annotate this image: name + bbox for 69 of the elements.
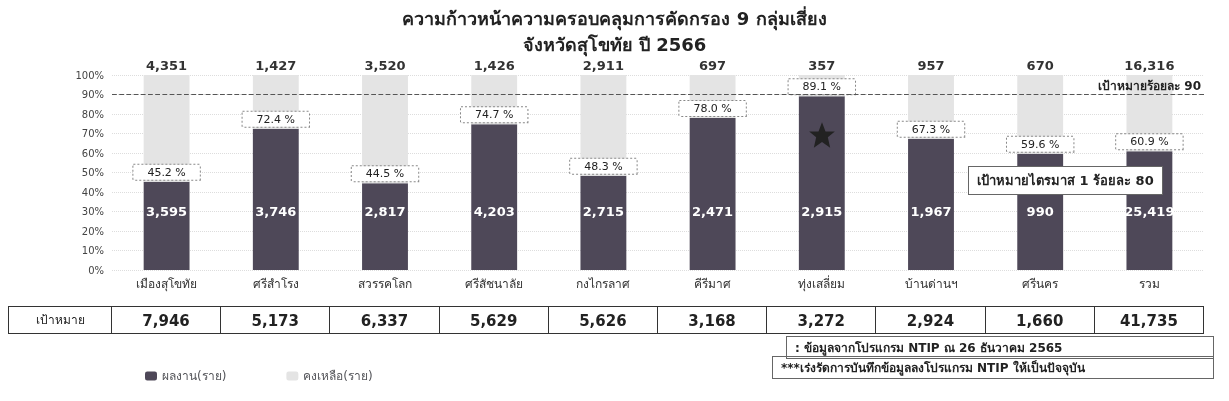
data-label: 67.3 %: [911, 122, 951, 136]
text: 670: [1025, 58, 1055, 73]
text: 3,272: [767, 306, 877, 334]
text: 4,351: [145, 58, 189, 73]
y-tick-label: 100%: [75, 69, 104, 81]
x-tick-label: รวม: [1138, 277, 1160, 291]
text: 697: [698, 58, 728, 73]
x-tick-label: ศรีสำโรง: [252, 277, 299, 291]
text: 1,427: [254, 58, 298, 73]
data-label: 74.7 %: [474, 108, 514, 122]
annotation: 990: [1025, 204, 1055, 220]
text: 7,946: [112, 306, 222, 334]
annotation: 25,419: [1123, 204, 1176, 220]
text: 957: [916, 58, 946, 73]
text: 2,924: [876, 306, 986, 334]
x-tick-label: ศรีสัชนาลัย: [465, 277, 524, 291]
y-tick-label: 40%: [81, 186, 104, 198]
ref-line-label: เป้าหมายร้อยละ 90: [1098, 78, 1201, 93]
text: 2,911: [581, 58, 625, 73]
data-label: 44.5 %: [365, 167, 405, 181]
text: 3,168: [658, 306, 768, 334]
x-tick-label: เมืองสุโขทัย: [136, 277, 198, 292]
annotation: 4,203: [472, 204, 516, 220]
x-tick-label: บ้านด่านฯ: [904, 277, 958, 291]
y-tick-label: 50%: [81, 167, 104, 178]
x-tick-label: คีรีมาศ: [694, 277, 732, 291]
annotation: 1,967: [909, 204, 953, 220]
text: ***เร่งรัดการบันทึกข้อมูลลงโปรแกรม NTIP ให้เป็นปัจจุบัน: [772, 356, 1214, 379]
text: 5,626: [548, 306, 658, 334]
data-label: 78.0 %: [693, 101, 732, 115]
text: 41,735: [1094, 306, 1204, 334]
x-tick-label: สวรรคโลก: [358, 277, 412, 291]
y-tick-label: 20%: [81, 225, 104, 237]
y-tick-label: 60%: [81, 147, 104, 159]
text: 3,520: [363, 58, 407, 73]
x-tick-label: ศรีนคร: [1022, 277, 1060, 291]
text: 16,316: [1123, 58, 1176, 73]
legend-label: คงเหลือ(ราย): [303, 369, 373, 383]
data-label: 45.2 %: [147, 165, 186, 179]
y-tick-label: 10%: [81, 245, 104, 256]
annotation: 2,471: [691, 204, 735, 220]
text: 1,660: [985, 306, 1095, 334]
data-label: 72.4 %: [256, 112, 296, 126]
text: 1,426: [472, 58, 516, 73]
annotation: 2,715: [581, 204, 625, 220]
text: : ข้อมูลจากโปรแกรม NTIP ณ 26 ธันวาคม 2565: [786, 336, 1214, 359]
x-tick-label: กงไกรลาศ: [576, 277, 631, 291]
data-label: 48.3 %: [584, 159, 623, 173]
annotation: 3,595: [145, 204, 189, 220]
y-tick-label: 70%: [81, 128, 104, 139]
annotation: 2,817: [363, 204, 407, 220]
x-tick-label: ทุ่งเสลี่ยม: [798, 275, 846, 292]
y-tick-label: 0%: [88, 264, 104, 276]
legend-label: ผลงาน(ราย): [162, 369, 227, 383]
data-label: 60.9 %: [1130, 135, 1169, 149]
y-tick-label: 90%: [81, 89, 104, 100]
text: 5,629: [439, 306, 549, 334]
annotation: เป้าหมายไตรมาส 1 ร้อยละ 80: [968, 166, 1163, 195]
text: 6,337: [330, 306, 440, 334]
data-label: 59.6 %: [1020, 137, 1060, 151]
chart-title: ความก้าวหน้าความครอบคลุมการคัดกรอง 9 กลุ่มเสี่ยง: [402, 5, 827, 31]
y-tick-label: 30%: [81, 206, 104, 217]
annotation: 2,915: [800, 204, 844, 220]
text: 5,173: [221, 306, 331, 334]
annotation: 3,746: [254, 204, 298, 220]
chart-subtitle: จังหวัดสุโขทัย ปี 2566: [522, 33, 707, 57]
text: 357: [807, 58, 837, 73]
y-tick-label: 80%: [81, 108, 104, 120]
data-label: 89.1 %: [802, 80, 842, 94]
